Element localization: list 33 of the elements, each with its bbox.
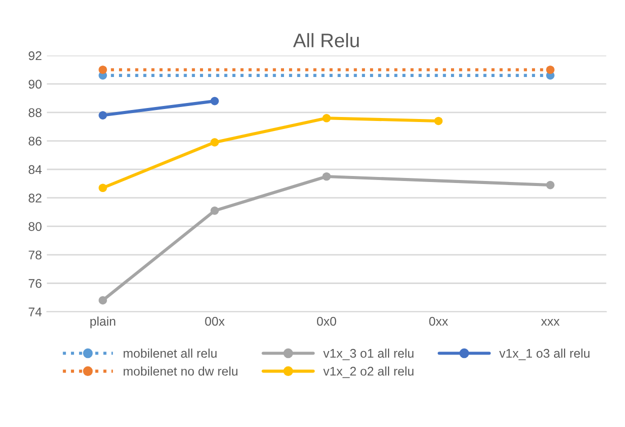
y-tick-label: 90 — [28, 80, 42, 89]
y-tick-label: 84 — [28, 165, 42, 174]
point — [98, 111, 107, 120]
x-tick-label: 00x — [205, 316, 225, 326]
point — [546, 180, 554, 190]
point — [98, 296, 107, 304]
point — [98, 184, 107, 192]
point — [434, 116, 443, 126]
y-tick-label: 92 — [28, 51, 42, 60]
point — [98, 66, 107, 74]
point — [210, 96, 219, 106]
x-tick-label: plain — [90, 316, 116, 328]
legend-label: v1x_3 o1 all relu — [323, 348, 414, 360]
y-tick-label: 76 — [28, 279, 42, 288]
point — [210, 206, 219, 215]
legend-label: v1x_2 o2 all relu — [323, 366, 414, 378]
y-tick-label: 88 — [28, 108, 42, 118]
point — [322, 172, 331, 181]
y-tick-label: 78 — [28, 250, 42, 260]
legend-label: mobilenet all relu — [124, 348, 217, 358]
x-tick-label: xxx — [541, 319, 560, 326]
legend-label: mobilenet no dw relu — [124, 366, 238, 376]
y-tick-label: 80 — [28, 222, 42, 231]
x-tick-label: 0x0 — [316, 316, 336, 326]
point — [546, 66, 554, 74]
point — [322, 114, 331, 122]
y-tick-label: 74 — [28, 308, 42, 316]
y-tick-label: 82 — [28, 194, 42, 202]
point — [210, 138, 219, 146]
y-tick-label: 86 — [28, 136, 42, 146]
x-tick-label: 0xx — [429, 316, 448, 326]
chart-title: All Relu — [293, 33, 359, 48]
legend-label: v1x_1 o3 all relu — [499, 348, 590, 360]
